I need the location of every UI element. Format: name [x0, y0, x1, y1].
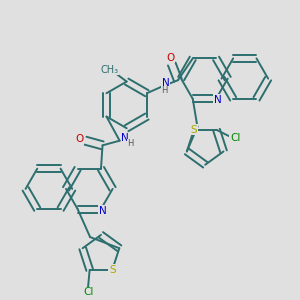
Text: S: S: [109, 265, 116, 275]
Text: Cl: Cl: [230, 133, 240, 142]
Text: H: H: [161, 86, 168, 95]
Text: N: N: [99, 206, 106, 216]
Text: N: N: [162, 78, 170, 88]
Text: N: N: [122, 133, 129, 142]
Text: S: S: [190, 125, 197, 135]
Text: CH₃: CH₃: [100, 65, 118, 75]
Text: N: N: [214, 95, 221, 105]
Text: O: O: [166, 53, 174, 63]
Text: Cl: Cl: [83, 287, 93, 298]
Text: O: O: [76, 134, 84, 144]
Text: H: H: [127, 139, 134, 148]
